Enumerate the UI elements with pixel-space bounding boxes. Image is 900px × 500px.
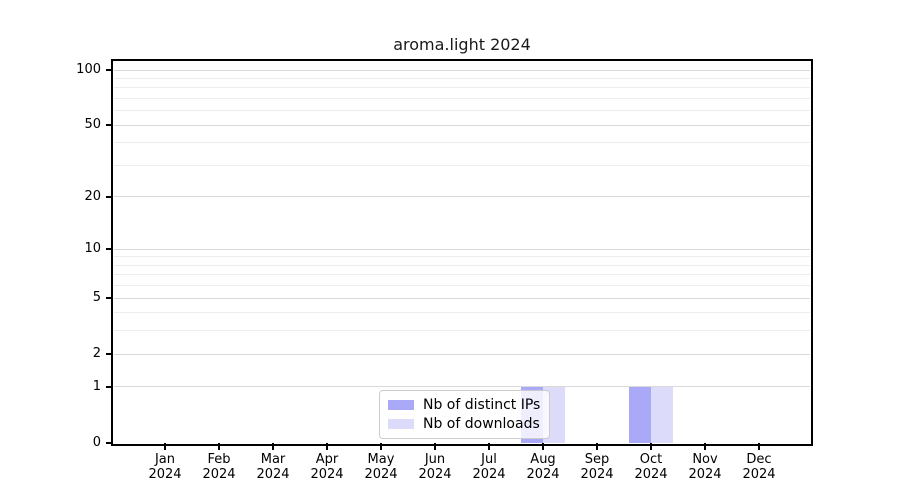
legend: Nb of distinct IPs Nb of downloads [379,390,551,439]
y-axis-tick [106,195,113,198]
gridline-major [114,196,810,198]
y-tick-label: 1 [92,378,101,394]
gridline-minor [114,274,810,276]
gridline-major [114,353,810,355]
x-axis-tick [434,443,436,450]
legend-swatch-downloads [388,419,414,429]
x-axis-tick [272,443,274,450]
x-tick-label: Jan 2024 [148,452,182,482]
gridline-major [114,386,810,388]
bar-distinct-ips [629,386,651,443]
plot-area-border [111,59,813,446]
gridline-minor [114,87,810,89]
x-tick-label: Jun 2024 [418,452,452,482]
x-tick-label: Nov 2024 [688,452,722,482]
x-axis-tick [218,443,220,450]
gridline-major [114,124,810,126]
gridline-major [114,248,810,250]
gridline-minor [114,98,810,99]
x-tick-label: Sep 2024 [580,452,614,482]
x-axis-tick [650,443,652,450]
x-tick-label: Dec 2024 [742,452,776,482]
x-tick-label: Jul 2024 [472,452,506,482]
gridline-major [114,69,810,71]
chart-title: aroma.light 2024 [393,35,531,54]
y-axis-tick [106,297,113,300]
x-tick-label: Mar 2024 [256,452,290,482]
gridline-minor [114,77,810,79]
y-tick-label: 5 [92,290,101,306]
y-axis-tick [106,385,113,388]
legend-swatch-distinct-ips [388,400,414,410]
y-axis-tick [106,124,113,127]
y-tick-label: 2 [92,346,101,362]
gridline-minor [114,264,810,266]
gridline-minor [114,285,810,287]
y-tick-label: 20 [84,188,101,204]
x-axis-tick [704,443,706,450]
gridline-minor [114,142,810,144]
x-axis-tick [542,443,544,450]
x-tick-label: Aug 2024 [526,452,560,482]
x-tick-label: Apr 2024 [310,452,344,482]
x-axis-tick [488,443,490,450]
x-tick-label: Feb 2024 [202,452,236,482]
x-axis-tick [380,443,382,450]
gridline-major [114,297,810,299]
gridline-minor [114,110,810,112]
gridline-minor [114,256,810,258]
y-tick-label: 100 [76,62,101,78]
legend-item-downloads: Nb of downloads [388,416,540,432]
bar-downloads [651,386,673,443]
y-tick-label: 10 [84,241,101,257]
legend-label-downloads: Nb of downloads [423,416,540,432]
x-tick-label: Oct 2024 [634,452,668,482]
x-axis-tick [596,443,598,450]
legend-item-distinct-ips: Nb of distinct IPs [388,397,540,413]
y-axis-tick [106,248,113,251]
y-tick-label: 50 [84,117,101,133]
gridline-minor [114,164,810,166]
gridline-minor [114,330,810,332]
y-axis-tick [106,69,113,72]
y-axis-tick [106,353,113,356]
gridline-minor [114,312,810,314]
x-axis-tick [326,443,328,450]
y-axis-tick [106,442,113,444]
x-axis-tick [758,443,760,450]
x-axis-tick [164,443,166,450]
legend-label-distinct-ips: Nb of distinct IPs [423,397,541,413]
y-tick-label: 0 [92,435,101,450]
x-tick-label: May 2024 [364,452,398,482]
